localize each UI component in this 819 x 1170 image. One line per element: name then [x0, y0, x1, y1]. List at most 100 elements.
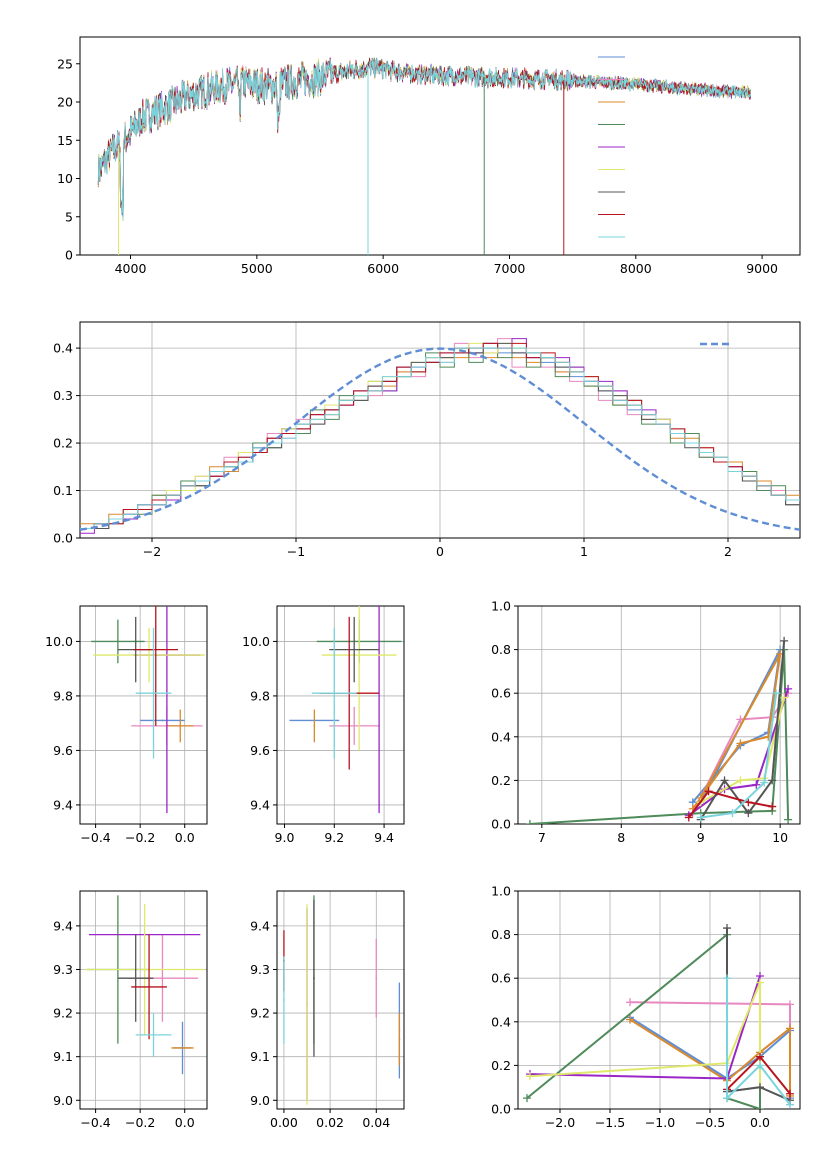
- y-tick-label: 0.6: [491, 686, 511, 701]
- data-point: [283, 999, 285, 1001]
- weight-marker: [756, 1083, 764, 1092]
- y-tick-label: 0.4: [53, 341, 73, 356]
- y-tick-label: 0.4: [491, 729, 511, 744]
- x-tick-label: 9.0: [275, 830, 295, 845]
- x-tick-label: 0.00: [270, 1115, 298, 1130]
- y-tick-label: 9.8: [250, 688, 270, 703]
- y-tick-label: 0: [65, 248, 73, 263]
- spectrum-series-2: [97, 58, 751, 213]
- y-tick-label: 9.0: [53, 1093, 73, 1108]
- weight-line-8: [688, 790, 773, 819]
- axes-frame: [517, 890, 801, 1110]
- y-tick-label: 9.3: [250, 962, 270, 977]
- x-tick-label: 7000: [494, 261, 526, 276]
- histogram-step-9: [80, 347, 800, 530]
- axes-frame: [79, 890, 208, 1110]
- y-tick-label: 1.0: [491, 884, 511, 899]
- age-vs-Z-axes: −0.4 −0.2 0.0 9.4 9.6 9.8 10.0: [45, 605, 208, 845]
- weight-marker: [744, 809, 753, 818]
- weight-marker: [786, 1100, 794, 1109]
- weight-marker: [786, 1089, 794, 1098]
- weight-marker: [723, 924, 731, 933]
- normal-curve: [80, 347, 800, 531]
- y-tick-label: 9.3: [53, 962, 73, 977]
- axes-frame: [276, 605, 405, 825]
- age-vs-mass-points: [289, 606, 402, 814]
- data-point: [152, 1033, 155, 1036]
- y-tick-label: 9.6: [250, 743, 270, 758]
- data-point: [375, 977, 378, 980]
- weight-vs-age-series: [525, 636, 793, 824]
- x-tick-label: 5000: [241, 261, 273, 276]
- weight-marker: [523, 1094, 531, 1103]
- data-point: [134, 977, 137, 980]
- weight-marker: [704, 787, 713, 796]
- data-point: [152, 692, 155, 695]
- x-tick-label: 0.0: [175, 830, 195, 845]
- data-point: [398, 1038, 401, 1041]
- age-vs-mass-axes: 9.0 9.2 9.4 9.4 9.6 9.8 10.0: [242, 605, 405, 845]
- y-tick-label: 9.2: [53, 1006, 73, 1021]
- weight-marker: [784, 815, 793, 824]
- x-tick-label: 1: [580, 544, 588, 559]
- y-tick-label: 9.1: [53, 1049, 73, 1064]
- mass-vs-Z-axes: −0.4 −0.2 0.0 9.0 9.1 9.2 9.3 9.4: [53, 890, 208, 1130]
- x-tick-label: 0.0: [175, 1115, 195, 1130]
- data-point: [181, 1047, 184, 1049]
- weight-marker: [752, 780, 761, 789]
- spectrum-series-7: [97, 57, 751, 213]
- weight-marker: [526, 1072, 534, 1081]
- weight-vs-Z-axes: −2.0 −1.5 −1.0 −0.5 0.0 0.0 0.2 0.4 0.6 0.8 1.0: [491, 884, 801, 1130]
- spectrum-series-5: [97, 57, 751, 215]
- weight-marker: [736, 776, 745, 785]
- x-tick-label: 6000: [367, 261, 399, 276]
- weight-marker: [684, 813, 693, 822]
- x-tick-label: −1: [287, 544, 305, 559]
- y-tick-label: 0.4: [491, 1014, 511, 1029]
- weight-marker: [780, 636, 789, 645]
- weight-line-6: [700, 697, 786, 804]
- weight-marker: [786, 1024, 794, 1033]
- spectrum-axes: 4000 5000 6000 7000 8000 9000 0 5 10 15 20 25: [57, 36, 801, 276]
- spectrum-series-8: [97, 57, 751, 218]
- weight-line-5: [688, 688, 790, 817]
- y-tick-label: 9.4: [53, 797, 73, 812]
- axes-frame: [79, 605, 208, 825]
- data-point: [148, 986, 150, 988]
- spectrum-series-9: [97, 58, 751, 219]
- y-tick-label: 0.8: [491, 642, 511, 657]
- data-point: [358, 654, 361, 656]
- weight-marker: [756, 978, 764, 987]
- weight-marker: [772, 689, 781, 698]
- data-point: [313, 977, 315, 980]
- y-tick-label: 0.8: [491, 927, 511, 942]
- weight-marker: [756, 1052, 764, 1061]
- data-point: [116, 640, 119, 643]
- y-tick-label: 9.0: [250, 1093, 270, 1108]
- weight-marker: [786, 1000, 794, 1009]
- y-tick-label: 0.2: [491, 1058, 511, 1073]
- weight-marker: [744, 798, 753, 807]
- data-point: [143, 968, 146, 971]
- weight-line-6: [529, 982, 761, 1088]
- y-tick-label: 0.3: [53, 388, 73, 403]
- y-tick-label: 9.4: [53, 918, 73, 933]
- data-point: [148, 654, 150, 656]
- weight-marker: [626, 998, 634, 1007]
- data-point: [179, 725, 182, 727]
- y-tick-label: 25: [57, 56, 73, 71]
- weight-line-9: [726, 978, 791, 1106]
- weight-vs-age-axes: 7 8 9 10 0.0 0.2 0.4 0.6 0.8 1.0: [491, 599, 801, 845]
- x-tick-label: −2: [143, 544, 161, 559]
- data-point: [353, 648, 356, 651]
- y-tick-label: 5: [65, 209, 73, 224]
- y-tick-label: 10: [57, 171, 73, 186]
- y-tick-label: 9.4: [250, 797, 270, 812]
- weight-marker: [756, 1061, 764, 1070]
- weight-vs-Z-series: [523, 924, 794, 1109]
- weight-marker: [723, 974, 731, 983]
- x-tick-label: 9.4: [374, 830, 394, 845]
- data-point: [161, 977, 164, 980]
- x-tick-label: −0.4: [80, 830, 110, 845]
- y-tick-label: 0.0: [491, 817, 511, 832]
